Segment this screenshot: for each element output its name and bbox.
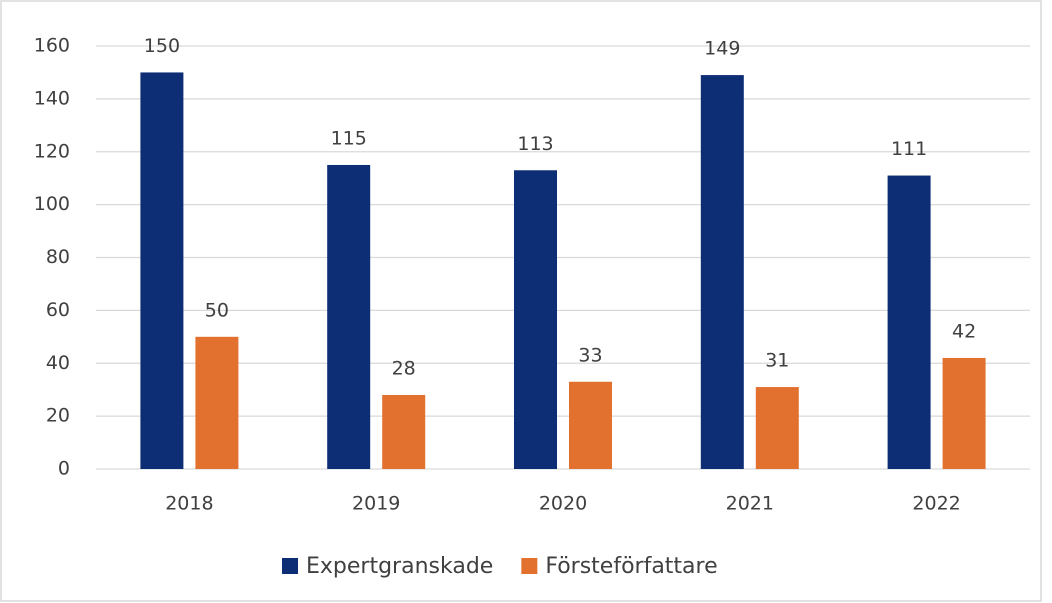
- y-tick-label: 40: [46, 352, 70, 374]
- legend-label: Expertgranskade: [306, 554, 493, 579]
- data-label: 28: [392, 357, 416, 379]
- data-label: 111: [891, 138, 927, 160]
- data-label: 149: [704, 38, 740, 60]
- data-label: 115: [331, 127, 367, 149]
- bar: [514, 170, 557, 469]
- legend-swatch: [282, 558, 298, 574]
- x-tick-label: 2018: [165, 493, 213, 515]
- bar: [700, 75, 744, 470]
- y-tick-label: 60: [46, 299, 70, 321]
- y-tick-label: 100: [34, 193, 70, 215]
- legend-swatch: [521, 558, 538, 574]
- x-tick-label: 2021: [726, 493, 774, 515]
- data-label: 42: [952, 320, 976, 342]
- data-label: 50: [205, 299, 229, 321]
- y-tick-label: 160: [34, 35, 70, 57]
- bar: [140, 72, 184, 469]
- data-label: 31: [765, 350, 789, 372]
- bar: [942, 357, 986, 469]
- data-label: 113: [517, 133, 553, 155]
- bar: [327, 164, 371, 469]
- bar: [755, 387, 799, 469]
- x-tick-label: 2022: [912, 493, 960, 515]
- bar: [195, 336, 239, 469]
- x-tick-label: 2020: [539, 493, 587, 515]
- bar: [887, 175, 931, 469]
- y-tick-label: 20: [46, 405, 70, 427]
- y-tick-label: 120: [34, 140, 70, 162]
- bar: [382, 394, 426, 469]
- x-tick-label: 2019: [352, 493, 400, 515]
- legend-label: Försteförfattare: [545, 554, 717, 579]
- y-tick-label: 80: [46, 246, 70, 268]
- y-tick-label: 0: [58, 458, 70, 480]
- bar: [569, 381, 612, 469]
- data-label: 33: [578, 344, 602, 366]
- data-label: 150: [144, 35, 180, 57]
- y-tick-label: 140: [34, 87, 70, 109]
